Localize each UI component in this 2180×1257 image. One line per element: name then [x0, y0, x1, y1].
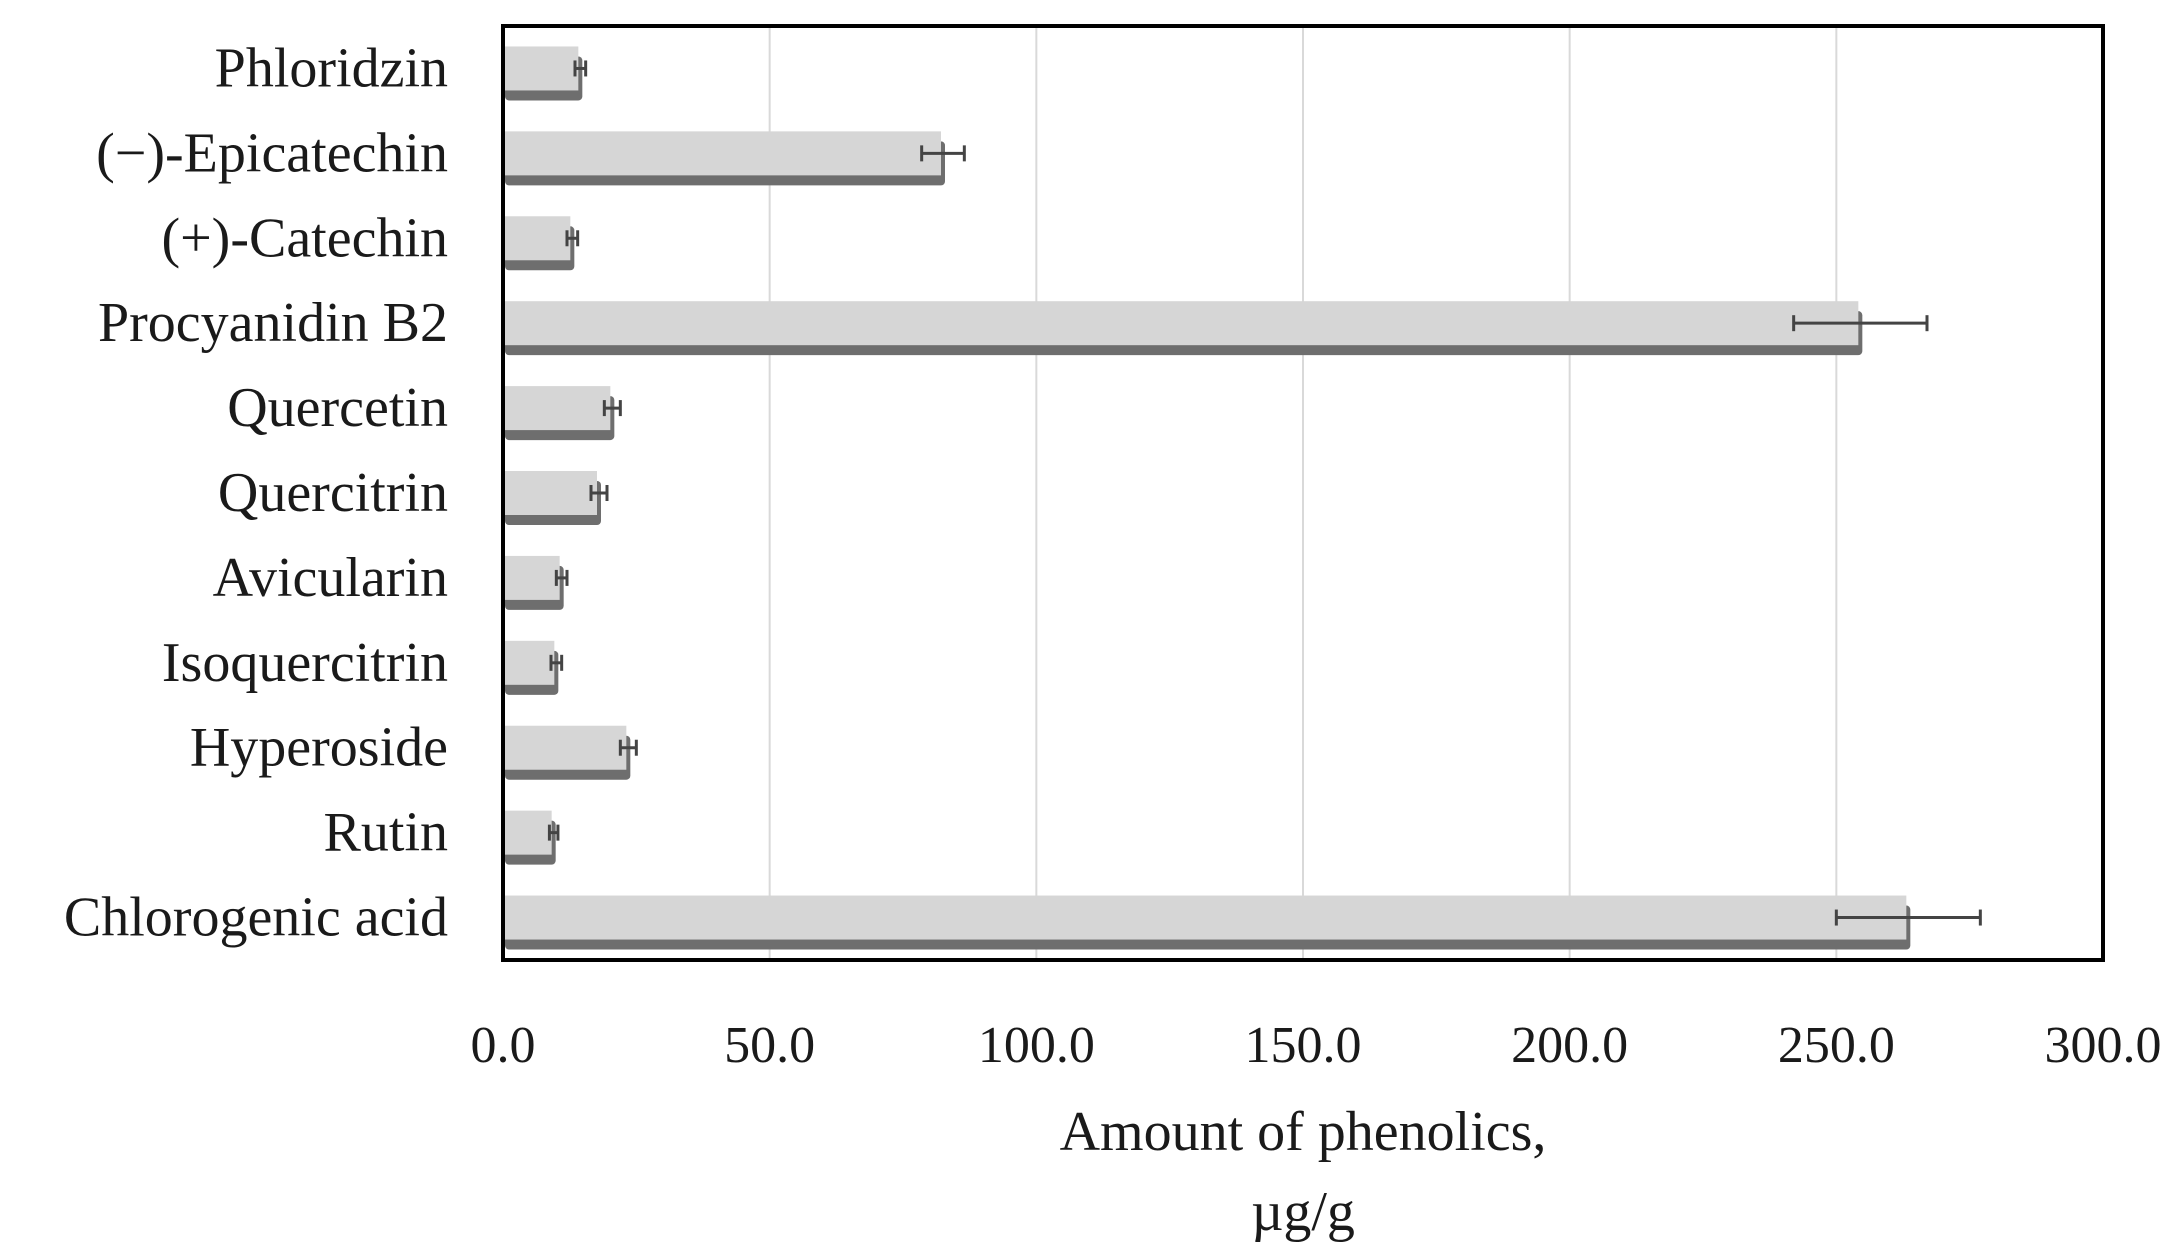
- bar: [505, 471, 597, 515]
- plot-area-frame: [501, 24, 2105, 962]
- category-label: Chlorogenic acid: [64, 887, 448, 949]
- bar: [505, 301, 1859, 346]
- bar: [505, 386, 611, 431]
- category-label: Procyanidin B2: [98, 292, 448, 354]
- category-label: (+)-Catechin: [161, 207, 448, 269]
- bar: [505, 131, 941, 176]
- x-tick-label: 0.0: [471, 1017, 536, 1074]
- x-tick-label: 200.0: [1511, 1017, 1628, 1074]
- error-bar: [589, 485, 609, 501]
- category-label: Isoquercitrin: [162, 632, 448, 694]
- bar: [505, 810, 552, 855]
- x-tick-labels: 0.0 50.0 100.0 150.0 200.0 250.0 300.0: [471, 1017, 2162, 1074]
- x-tick-label: 50.0: [724, 1017, 815, 1074]
- bar: [505, 895, 1907, 940]
- bar: [505, 555, 560, 600]
- category-label: Rutin: [324, 802, 448, 864]
- x-axis-title-line2: µg/g: [1251, 1181, 1355, 1243]
- x-tick-label: 150.0: [1245, 1017, 1362, 1074]
- gridlines: [768, 26, 1838, 960]
- bar: [505, 46, 579, 91]
- category-label: Phloridzin: [215, 37, 448, 99]
- x-tick-label: 300.0: [2045, 1017, 2162, 1074]
- category-labels: Phloridzin (−)-Epicatechin (+)-Catechin Pro…: [64, 37, 448, 948]
- error-bar: [549, 654, 564, 671]
- x-axis-title-line1: Amount of phenolics,: [1060, 1101, 1547, 1163]
- error-bar: [565, 230, 580, 247]
- bar: [505, 640, 555, 685]
- error-bar: [920, 145, 966, 162]
- error-bar: [1792, 315, 1929, 332]
- bar: [505, 216, 571, 261]
- bars: [505, 46, 1911, 950]
- category-label: Quercitrin: [218, 462, 448, 524]
- x-tick-label: 250.0: [1778, 1017, 1895, 1074]
- error-bar: [618, 739, 638, 756]
- error-bar: [573, 60, 588, 77]
- error-bar: [554, 569, 569, 586]
- x-tick-label: 100.0: [978, 1017, 1095, 1074]
- category-label: Quercetin: [227, 377, 448, 439]
- error-bar: [1834, 909, 1982, 926]
- bar: [505, 725, 627, 770]
- error-bar: [602, 400, 622, 417]
- error-bar: [547, 824, 560, 841]
- error-bars: [547, 60, 1982, 926]
- category-label: Avicularin: [213, 547, 448, 609]
- category-label: Hyperoside: [190, 717, 448, 779]
- category-label: (−)-Epicatechin: [96, 122, 448, 184]
